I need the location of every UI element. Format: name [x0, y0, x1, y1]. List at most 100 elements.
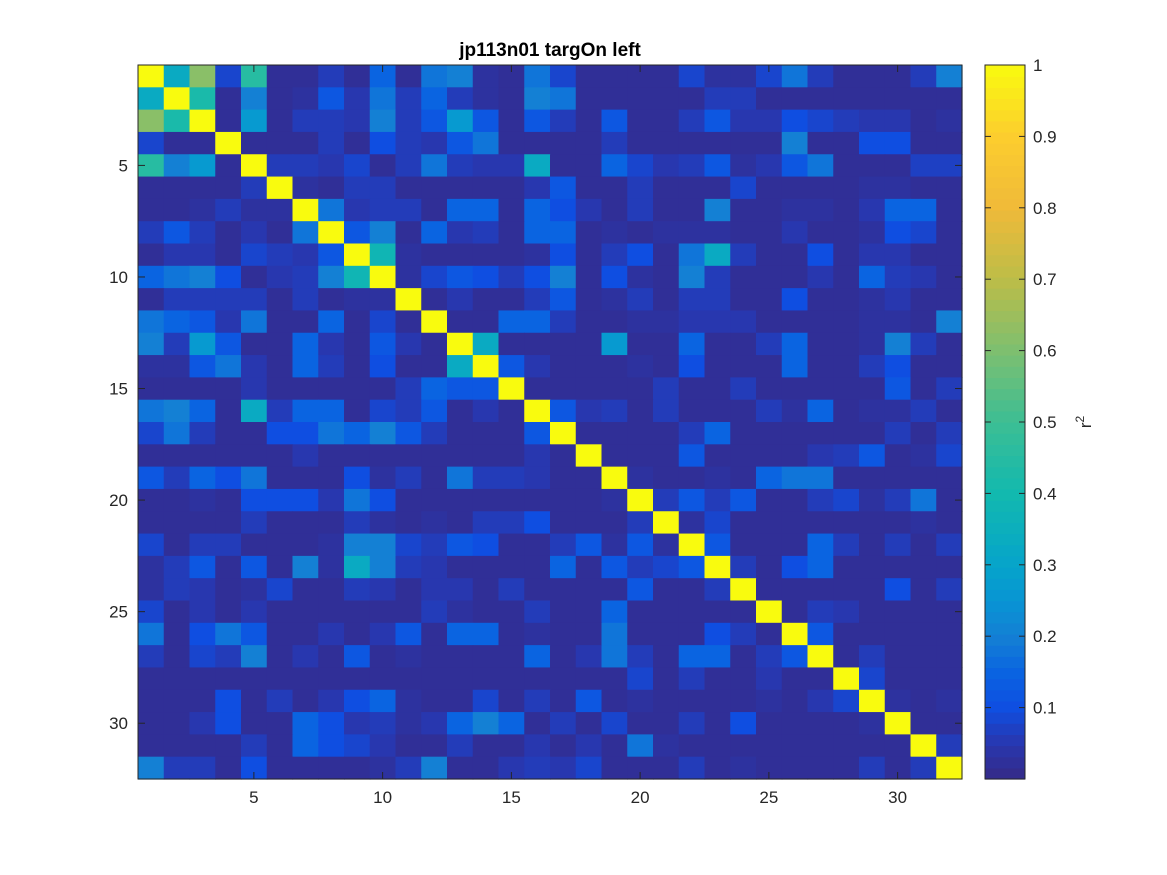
heatmap-cell	[575, 265, 603, 289]
heatmap-cell	[704, 667, 731, 691]
heatmap-cell	[163, 310, 191, 334]
heatmap-cell	[936, 645, 963, 669]
heatmap-cell	[395, 265, 422, 289]
heatmap-cell	[730, 87, 757, 111]
heatmap-cell	[730, 734, 757, 758]
heatmap-cell	[498, 355, 525, 378]
heatmap-cell	[601, 243, 628, 267]
heatmap-cell	[292, 332, 319, 356]
heatmap-cell	[318, 578, 345, 602]
heatmap-cell	[678, 756, 706, 780]
heatmap-cell	[910, 154, 937, 178]
heatmap-cell	[936, 712, 963, 735]
heatmap-cell	[421, 154, 448, 178]
heatmap-cell	[704, 377, 731, 401]
heatmap-cell	[601, 221, 628, 245]
heatmap-cell	[756, 332, 783, 356]
heatmap-cell	[550, 511, 577, 535]
heatmap-cell	[318, 555, 345, 579]
heatmap-cell	[756, 288, 783, 312]
heatmap-cell	[936, 444, 963, 468]
heatmap-cell	[344, 288, 371, 312]
heatmap-cell	[241, 310, 268, 334]
axis-ticks: 5 10 15 20 25 30 5 10 15 20 25 30	[109, 65, 962, 807]
heatmap-cell	[781, 511, 809, 535]
heatmap-cell	[781, 444, 809, 468]
heatmap-cell	[653, 243, 680, 267]
heatmap-cell	[575, 555, 603, 579]
heatmap-cell	[189, 288, 216, 312]
heatmap-cell	[833, 712, 860, 735]
heatmap-cell	[163, 399, 191, 423]
heatmap-cell	[781, 65, 809, 88]
heatmap-cell	[756, 87, 783, 111]
colorbar-segment	[985, 544, 1025, 557]
heatmap-cell	[575, 87, 603, 111]
heatmap-cell	[550, 399, 577, 423]
heatmap-cell	[884, 533, 912, 557]
heatmap-cell	[498, 310, 525, 334]
heatmap-cell	[369, 422, 397, 445]
heatmap-cell	[447, 422, 474, 445]
heatmap-cell	[910, 399, 937, 423]
heatmap-cell	[524, 154, 551, 178]
heatmap-cell	[241, 600, 268, 624]
heatmap-cell	[241, 87, 268, 111]
heatmap-cell	[807, 198, 834, 222]
heatmap-cell	[910, 578, 937, 602]
heatmap-cell	[730, 712, 757, 735]
heatmap-cell	[138, 600, 165, 624]
colorbar-label-superscript: 2	[1073, 416, 1087, 423]
heatmap-cell	[884, 422, 912, 445]
heatmap-cell	[292, 533, 319, 557]
heatmap-cell	[369, 109, 397, 133]
heatmap-cell	[138, 488, 165, 512]
heatmap-cell	[653, 600, 680, 624]
heatmap-cell	[730, 65, 757, 88]
heatmap-cell	[627, 734, 654, 758]
heatmap-cell	[730, 198, 757, 222]
heatmap-cell	[344, 154, 371, 178]
heatmap-cell	[369, 310, 397, 334]
heatmap-cell	[653, 734, 680, 758]
heatmap-cell	[189, 198, 216, 222]
heatmap-cell	[833, 689, 860, 713]
heatmap-cell	[318, 265, 345, 289]
colorbar-segment	[985, 589, 1025, 602]
heatmap-cell	[498, 667, 525, 691]
colorbar-segment	[985, 399, 1025, 412]
heatmap-cell	[575, 422, 603, 445]
heatmap-cell	[241, 243, 268, 267]
heatmap-cell	[807, 176, 834, 200]
heatmap-cell	[678, 578, 706, 602]
heatmap-cell	[138, 265, 165, 289]
heatmap-cell	[936, 310, 963, 334]
heatmap-cell	[936, 511, 963, 535]
heatmap-cell	[859, 734, 886, 758]
heatmap-cell	[859, 756, 886, 780]
heatmap-cell	[910, 65, 937, 88]
heatmap-cell	[884, 65, 912, 88]
heatmap-cell	[781, 399, 809, 423]
heatmap-cell	[859, 310, 886, 334]
heatmap-cell	[781, 355, 809, 378]
heatmap-cell	[498, 377, 525, 401]
heatmap-cell	[138, 87, 165, 111]
heatmap-cell	[678, 689, 706, 713]
heatmap-cell	[575, 533, 603, 557]
x-tick-label: 5	[249, 788, 258, 807]
heatmap-cell	[472, 712, 500, 735]
heatmap-cell	[781, 734, 809, 758]
heatmap-cell	[395, 756, 422, 780]
heatmap-cell	[447, 444, 474, 468]
heatmap-cell	[550, 65, 577, 88]
heatmap-cell	[163, 667, 191, 691]
heatmap-cell	[421, 422, 448, 445]
heatmap-cell	[627, 332, 654, 356]
heatmap-cell	[653, 466, 680, 490]
heatmap-cell	[292, 176, 319, 200]
heatmap-cell	[781, 422, 809, 445]
heatmap-cell	[910, 488, 937, 512]
heatmap-cell	[627, 355, 654, 378]
heatmap-cell	[730, 243, 757, 267]
